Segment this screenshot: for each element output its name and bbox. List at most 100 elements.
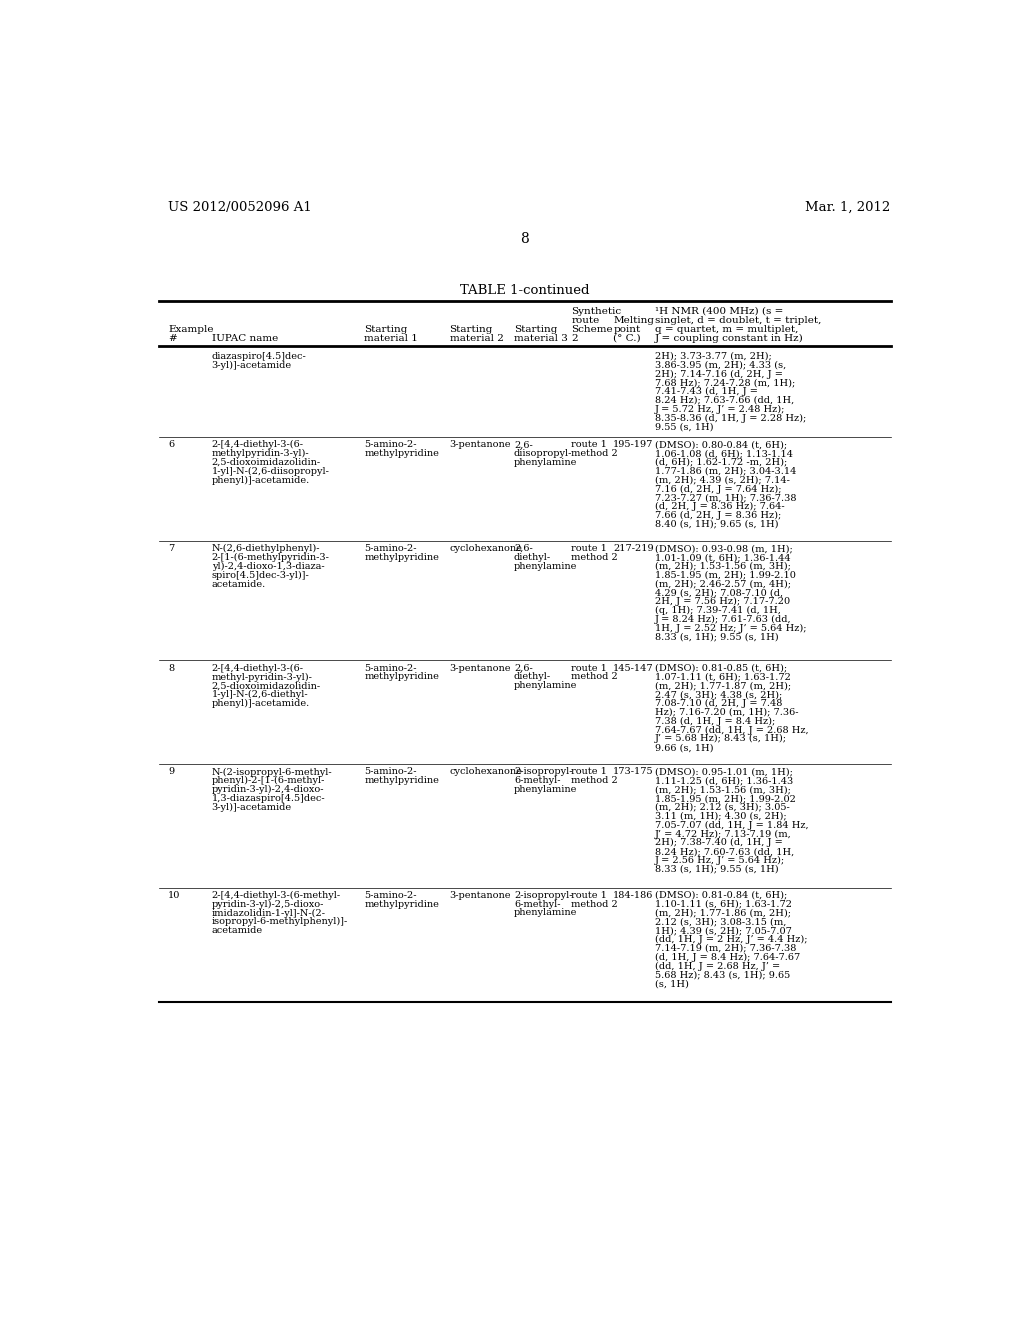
Text: 2.47 (s, 3H); 4.38 (s, 2H);: 2.47 (s, 3H); 4.38 (s, 2H); bbox=[655, 690, 782, 700]
Text: 7.14-7.19 (m, 2H); 7.36-7.38: 7.14-7.19 (m, 2H); 7.36-7.38 bbox=[655, 944, 797, 953]
Text: cyclohexanone: cyclohexanone bbox=[450, 544, 522, 553]
Text: 8: 8 bbox=[168, 664, 174, 672]
Text: J’ = 4.72 Hz); 7.13-7.19 (m,: J’ = 4.72 Hz); 7.13-7.19 (m, bbox=[655, 829, 792, 838]
Text: 1.85-1.95 (m, 2H); 1.99-2.02: 1.85-1.95 (m, 2H); 1.99-2.02 bbox=[655, 795, 796, 803]
Text: (s, 1H): (s, 1H) bbox=[655, 979, 689, 989]
Text: diazaspiro[4.5]dec-: diazaspiro[4.5]dec- bbox=[212, 351, 306, 360]
Text: methylpyridine: methylpyridine bbox=[365, 672, 439, 681]
Text: acetamide.: acetamide. bbox=[212, 579, 266, 589]
Text: 5-amino-2-: 5-amino-2- bbox=[365, 664, 417, 672]
Text: point: point bbox=[613, 325, 640, 334]
Text: 2H); 7.38-7.40 (d, 1H, J =: 2H); 7.38-7.40 (d, 1H, J = bbox=[655, 838, 782, 847]
Text: 7.38 (d, 1H, J = 8.4 Hz);: 7.38 (d, 1H, J = 8.4 Hz); bbox=[655, 717, 775, 726]
Text: route 1: route 1 bbox=[571, 767, 607, 776]
Text: 6: 6 bbox=[168, 441, 174, 449]
Text: (dd, 1H, J = 2.68 Hz, J’ =: (dd, 1H, J = 2.68 Hz, J’ = bbox=[655, 961, 780, 970]
Text: 195-197: 195-197 bbox=[613, 441, 653, 449]
Text: material 2: material 2 bbox=[450, 334, 504, 343]
Text: (m, 2H); 2.46-2.57 (m, 4H);: (m, 2H); 2.46-2.57 (m, 4H); bbox=[655, 579, 791, 589]
Text: TABLE 1-continued: TABLE 1-continued bbox=[460, 284, 590, 297]
Text: method 2: method 2 bbox=[571, 672, 618, 681]
Text: 173-175: 173-175 bbox=[613, 767, 653, 776]
Text: 8.24 Hz); 7.60-7.63 (dd, 1H,: 8.24 Hz); 7.60-7.63 (dd, 1H, bbox=[655, 847, 795, 857]
Text: 1.06-1.08 (d, 6H); 1.13-1.14: 1.06-1.08 (d, 6H); 1.13-1.14 bbox=[655, 449, 793, 458]
Text: 2-[1-(6-methylpyridin-3-: 2-[1-(6-methylpyridin-3- bbox=[212, 553, 330, 562]
Text: (m, 2H); 1.77-1.86 (m, 2H);: (m, 2H); 1.77-1.86 (m, 2H); bbox=[655, 908, 791, 917]
Text: material 3: material 3 bbox=[514, 334, 568, 343]
Text: 8: 8 bbox=[520, 231, 529, 246]
Text: 9.66 (s, 1H): 9.66 (s, 1H) bbox=[655, 743, 714, 752]
Text: 2: 2 bbox=[571, 334, 578, 343]
Text: route: route bbox=[571, 315, 599, 325]
Text: 5.68 Hz); 8.43 (s, 1H); 9.65: 5.68 Hz); 8.43 (s, 1H); 9.65 bbox=[655, 970, 791, 979]
Text: IUPAC name: IUPAC name bbox=[212, 334, 278, 343]
Text: 145-147: 145-147 bbox=[613, 664, 653, 672]
Text: 3-pentanone: 3-pentanone bbox=[450, 891, 511, 900]
Text: material 1: material 1 bbox=[365, 334, 418, 343]
Text: Starting: Starting bbox=[450, 325, 493, 334]
Text: 2,5-dioxoimidazolidin-: 2,5-dioxoimidazolidin- bbox=[212, 681, 321, 690]
Text: ¹H NMR (400 MHz) (s =: ¹H NMR (400 MHz) (s = bbox=[655, 308, 783, 315]
Text: phenyl)]-acetamide.: phenyl)]-acetamide. bbox=[212, 700, 310, 708]
Text: (d, 6H); 1.62-1.72 -m, 2H);: (d, 6H); 1.62-1.72 -m, 2H); bbox=[655, 458, 787, 467]
Text: US 2012/0052096 A1: US 2012/0052096 A1 bbox=[168, 201, 312, 214]
Text: phenyl)-2-[1-(6-methyl-: phenyl)-2-[1-(6-methyl- bbox=[212, 776, 325, 785]
Text: 5-amino-2-: 5-amino-2- bbox=[365, 441, 417, 449]
Text: 3.86-3.95 (m, 2H); 4.33 (s,: 3.86-3.95 (m, 2H); 4.33 (s, bbox=[655, 360, 786, 370]
Text: imidazolidin-1-yl]-N-(2-: imidazolidin-1-yl]-N-(2- bbox=[212, 908, 326, 917]
Text: 7.68 Hz); 7.24-7.28 (m, 1H);: 7.68 Hz); 7.24-7.28 (m, 1H); bbox=[655, 379, 796, 387]
Text: 2-[4,4-diethyl-3-(6-: 2-[4,4-diethyl-3-(6- bbox=[212, 664, 304, 673]
Text: 8.35-8.36 (d, 1H, J = 2.28 Hz);: 8.35-8.36 (d, 1H, J = 2.28 Hz); bbox=[655, 413, 806, 422]
Text: 3-yl)]-acetamide: 3-yl)]-acetamide bbox=[212, 360, 292, 370]
Text: J = coupling constant in Hz): J = coupling constant in Hz) bbox=[655, 334, 804, 343]
Text: J = 5.72 Hz, J’ = 2.48 Hz);: J = 5.72 Hz, J’ = 2.48 Hz); bbox=[655, 405, 785, 414]
Text: pyridin-3-yl)-2,5-dioxo-: pyridin-3-yl)-2,5-dioxo- bbox=[212, 899, 324, 908]
Text: N-(2-isopropyl-6-methyl-: N-(2-isopropyl-6-methyl- bbox=[212, 767, 333, 776]
Text: acetamide: acetamide bbox=[212, 927, 263, 935]
Text: Mar. 1, 2012: Mar. 1, 2012 bbox=[805, 201, 891, 214]
Text: yl)-2,4-dioxo-1,3-diaza-: yl)-2,4-dioxo-1,3-diaza- bbox=[212, 562, 325, 572]
Text: methylpyridine: methylpyridine bbox=[365, 553, 439, 562]
Text: q = quartet, m = multiplet,: q = quartet, m = multiplet, bbox=[655, 325, 799, 334]
Text: (DMSO): 0.81-0.84 (t, 6H);: (DMSO): 0.81-0.84 (t, 6H); bbox=[655, 891, 787, 900]
Text: 3-pentanone: 3-pentanone bbox=[450, 664, 511, 672]
Text: #: # bbox=[168, 334, 177, 343]
Text: methyl-pyridin-3-yl)-: methyl-pyridin-3-yl)- bbox=[212, 672, 312, 681]
Text: (DMSO): 0.80-0.84 (t, 6H);: (DMSO): 0.80-0.84 (t, 6H); bbox=[655, 441, 787, 449]
Text: cyclohexanone: cyclohexanone bbox=[450, 767, 522, 776]
Text: Starting: Starting bbox=[514, 325, 557, 334]
Text: 7.66 (d, 2H, J = 8.36 Hz);: 7.66 (d, 2H, J = 8.36 Hz); bbox=[655, 511, 781, 520]
Text: 2,6-: 2,6- bbox=[514, 544, 532, 553]
Text: 8.33 (s, 1H); 9.55 (s, 1H): 8.33 (s, 1H); 9.55 (s, 1H) bbox=[655, 632, 778, 642]
Text: pyridin-3-yl)-2,4-dioxo-: pyridin-3-yl)-2,4-dioxo- bbox=[212, 785, 325, 795]
Text: methylpyridine: methylpyridine bbox=[365, 899, 439, 908]
Text: (m, 2H); 1.53-1.56 (m, 3H);: (m, 2H); 1.53-1.56 (m, 3H); bbox=[655, 562, 791, 570]
Text: method 2: method 2 bbox=[571, 776, 618, 785]
Text: 7.16 (d, 2H, J = 7.64 Hz);: 7.16 (d, 2H, J = 7.64 Hz); bbox=[655, 484, 781, 494]
Text: 8.40 (s, 1H); 9.65 (s, 1H): 8.40 (s, 1H); 9.65 (s, 1H) bbox=[655, 520, 778, 529]
Text: 9.55 (s, 1H): 9.55 (s, 1H) bbox=[655, 422, 714, 432]
Text: diethyl-: diethyl- bbox=[514, 672, 551, 681]
Text: 217-219: 217-219 bbox=[613, 544, 653, 553]
Text: 7.08-7.10 (d, 2H, J = 7.48: 7.08-7.10 (d, 2H, J = 7.48 bbox=[655, 700, 782, 708]
Text: 6-methyl-: 6-methyl- bbox=[514, 899, 560, 908]
Text: (m, 2H); 2.12 (s, 3H); 3.05-: (m, 2H); 2.12 (s, 3H); 3.05- bbox=[655, 803, 790, 812]
Text: 7: 7 bbox=[168, 544, 174, 553]
Text: 2,6-: 2,6- bbox=[514, 664, 532, 672]
Text: 5-amino-2-: 5-amino-2- bbox=[365, 767, 417, 776]
Text: 2-[4,4-diethyl-3-(6-methyl-: 2-[4,4-diethyl-3-(6-methyl- bbox=[212, 891, 341, 900]
Text: 184-186: 184-186 bbox=[613, 891, 653, 900]
Text: Synthetic: Synthetic bbox=[571, 308, 622, 315]
Text: 1.10-1.11 (s, 6H); 1.63-1.72: 1.10-1.11 (s, 6H); 1.63-1.72 bbox=[655, 899, 792, 908]
Text: 2H, J = 7.56 Hz); 7.17-7.20: 2H, J = 7.56 Hz); 7.17-7.20 bbox=[655, 598, 791, 606]
Text: diisopropyl-: diisopropyl- bbox=[514, 449, 572, 458]
Text: (DMSO): 0.81-0.85 (t, 6H);: (DMSO): 0.81-0.85 (t, 6H); bbox=[655, 664, 787, 672]
Text: (m, 2H); 1.77-1.87 (m, 2H);: (m, 2H); 1.77-1.87 (m, 2H); bbox=[655, 681, 792, 690]
Text: 1.85-1.95 (m, 2H); 1.99-2.10: 1.85-1.95 (m, 2H); 1.99-2.10 bbox=[655, 570, 796, 579]
Text: (q, 1H); 7.39-7.41 (d, 1H,: (q, 1H); 7.39-7.41 (d, 1H, bbox=[655, 606, 781, 615]
Text: (d, 2H, J = 8.36 Hz); 7.64-: (d, 2H, J = 8.36 Hz); 7.64- bbox=[655, 502, 784, 511]
Text: 1H, J = 2.52 Hz; J’ = 5.64 Hz);: 1H, J = 2.52 Hz; J’ = 5.64 Hz); bbox=[655, 624, 807, 634]
Text: J’ = 5.68 Hz); 8.43 (s, 1H);: J’ = 5.68 Hz); 8.43 (s, 1H); bbox=[655, 734, 787, 743]
Text: 1.77-1.86 (m, 2H); 3.04-3.14: 1.77-1.86 (m, 2H); 3.04-3.14 bbox=[655, 467, 797, 475]
Text: diethyl-: diethyl- bbox=[514, 553, 551, 562]
